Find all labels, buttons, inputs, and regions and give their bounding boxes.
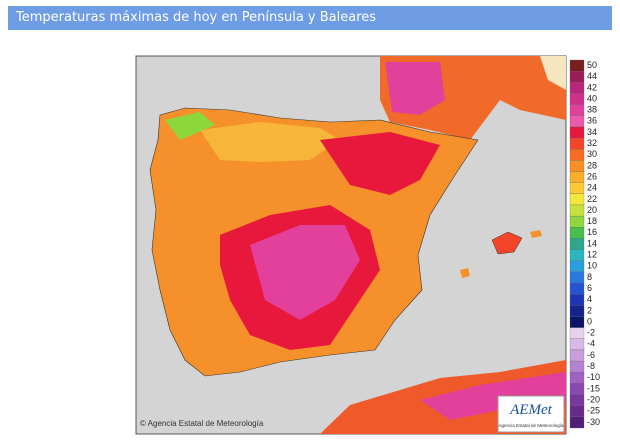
- legend-label: 12: [587, 250, 597, 260]
- legend-swatch: [569, 271, 585, 284]
- legend-swatch: [569, 204, 585, 217]
- alps: [540, 56, 566, 90]
- legend-swatch: [569, 249, 585, 261]
- logo-name: AEMet: [509, 402, 552, 418]
- legend-swatch: [569, 93, 585, 105]
- hot-area: [385, 62, 445, 115]
- legend-swatch: [569, 160, 585, 172]
- legend-label: 4: [587, 294, 592, 304]
- legend-label: -6: [587, 350, 595, 360]
- land: [149, 56, 566, 434]
- cool-coast: [165, 112, 215, 140]
- legend-label: -10: [587, 372, 600, 382]
- legend-label: 0: [587, 316, 592, 326]
- legend-swatch: [569, 238, 585, 250]
- legend-label: 34: [587, 127, 597, 137]
- africa-hot: [420, 372, 566, 420]
- legend-swatch: [569, 126, 585, 139]
- legend-label: -8: [587, 361, 595, 371]
- legend-swatch: [569, 349, 585, 362]
- legend-label: 10: [587, 261, 597, 271]
- legend-swatch: [569, 115, 585, 128]
- legend-label: -2: [587, 328, 595, 338]
- mallorca: [491, 231, 523, 255]
- page-title: Temperaturas máximas de hoy en Península…: [16, 10, 377, 25]
- ibiza: [460, 268, 470, 278]
- legend-swatch: [569, 383, 585, 395]
- legend-swatch: [569, 282, 585, 295]
- title-bar: Temperaturas máximas de hoy en Península…: [8, 6, 612, 30]
- legend-label: 28: [587, 160, 597, 170]
- legend: 5044424038363432302826242220181614121086…: [569, 59, 600, 429]
- legend-label: 20: [587, 205, 597, 215]
- legend-label: 24: [587, 183, 597, 193]
- legend-swatch: [569, 193, 585, 206]
- hot-core: [250, 225, 360, 320]
- legend-swatch: [569, 171, 585, 183]
- legend-label: 36: [587, 116, 597, 126]
- legend-label: 16: [587, 227, 597, 237]
- legend-swatch: [569, 182, 585, 194]
- legend-swatch: [569, 149, 585, 161]
- legend-swatch: [569, 215, 585, 228]
- legend-label: 30: [587, 149, 597, 159]
- ebro-valley: [320, 132, 440, 195]
- legend-swatch: [569, 372, 585, 384]
- legend-label: 44: [587, 71, 597, 81]
- legend-label: 40: [587, 93, 597, 103]
- legend-swatch: [569, 294, 585, 306]
- legend-swatch: [569, 59, 585, 72]
- legend-swatch: [569, 104, 585, 116]
- legend-label: -30: [587, 417, 600, 427]
- legend-label: 42: [587, 82, 597, 92]
- legend-swatch: [569, 327, 585, 339]
- copyright: © Agencia Estatal de Meteorología: [140, 419, 264, 428]
- legend-swatch: [569, 260, 585, 273]
- legend-swatch: [569, 405, 585, 417]
- legend-label: 32: [587, 138, 597, 148]
- legend-label: 38: [587, 105, 597, 115]
- logo-subtitle: Agencia Estatal de Meteorología: [498, 423, 564, 428]
- legend-label: 14: [587, 238, 597, 248]
- legend-label: 26: [587, 171, 597, 181]
- legend-swatch: [569, 71, 585, 83]
- legend-swatch: [569, 394, 585, 406]
- legend-label: 6: [587, 283, 592, 293]
- legend-label: 8: [587, 272, 592, 282]
- legend-swatch: [569, 338, 585, 351]
- legend-swatch: [569, 82, 585, 94]
- north-plateau: [200, 122, 340, 162]
- legend-swatch: [569, 316, 585, 328]
- legend-label: 18: [587, 216, 597, 226]
- legend-label: -15: [587, 383, 600, 393]
- legend-label: -4: [587, 339, 595, 349]
- legend-swatch: [569, 305, 585, 317]
- legend-label: -25: [587, 406, 600, 416]
- legend-label: 22: [587, 194, 597, 204]
- legend-label: 2: [587, 305, 592, 315]
- legend-swatch: [569, 137, 585, 150]
- menorca: [530, 230, 542, 238]
- logo-box: [497, 395, 565, 433]
- legend-swatch: [569, 227, 585, 239]
- legend-label: 50: [587, 60, 597, 70]
- legend-swatch: [569, 416, 585, 429]
- legend-label: -20: [587, 394, 600, 404]
- legend-swatch: [569, 360, 585, 373]
